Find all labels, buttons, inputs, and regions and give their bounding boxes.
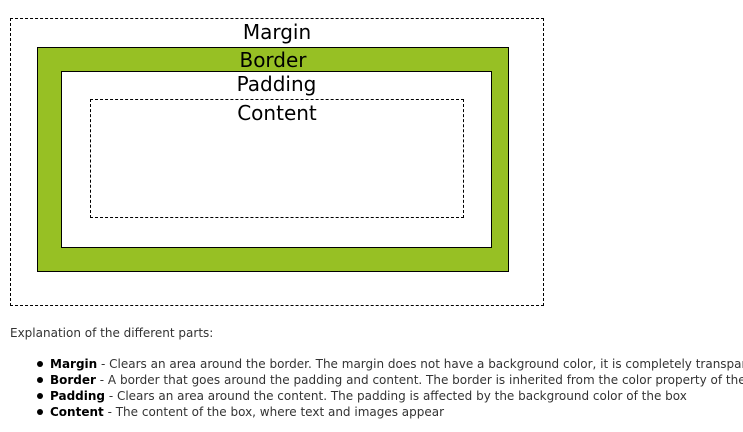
padding-area [61,71,492,248]
desc-padding: - Clears an area around the content. The… [105,389,687,403]
list-item: Content - The content of the box, where … [37,404,743,420]
content-label: Content [237,101,317,125]
bullet-icon [37,361,43,367]
list-item: Border - A border that goes around the p… [37,372,743,388]
explanation-intro: Explanation of the different parts: [10,326,214,340]
list-item: Margin - Clears an area around the borde… [37,356,743,372]
margin-label: Margin [242,20,312,44]
term-border: Border [50,373,96,387]
margin-area [10,18,544,306]
content-area [90,99,464,218]
list-item: Padding - Clears an area around the cont… [37,388,743,404]
border-label: Border [239,48,307,72]
parts-list: Margin - Clears an area around the borde… [0,356,743,420]
padding-label: Padding [236,72,317,96]
bullet-icon [37,393,43,399]
desc-margin: - Clears an area around the border. The … [97,357,743,371]
term-padding: Padding [50,389,105,403]
desc-border: - A border that goes around the padding … [95,373,743,387]
desc-content: - The content of the box, where text and… [103,405,445,419]
term-margin: Margin [50,357,98,371]
bullet-icon [37,377,43,383]
bullet-icon [37,409,43,415]
term-content: Content [50,405,104,419]
